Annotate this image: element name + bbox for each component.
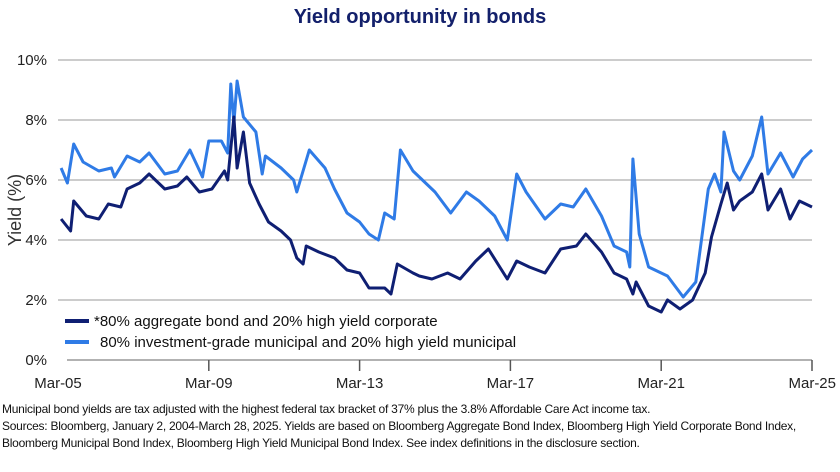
y-tick-label: 8%	[25, 112, 47, 129]
y-tick-label: 0%	[25, 352, 47, 369]
legend: *80% aggregate bond and 20% high yield c…	[65, 313, 516, 351]
footnote: Municipal bond yields are tax adjusted w…	[2, 401, 838, 452]
footnote-sources: Sources: Bloomberg, January 2, 2004-Marc…	[2, 419, 797, 450]
legend-label-aggregate: *80% aggregate bond and 20% high yield c…	[94, 313, 438, 330]
y-tick-label: 4%	[25, 232, 47, 249]
x-axis: Mar-05 Mar-09 Mar-13 Mar-17 Mar-21 Mar-25	[34, 360, 836, 392]
gridlines	[58, 59, 812, 361]
legend-label-municipal: 80% investment-grade municipal and 20% h…	[100, 334, 516, 351]
x-tick-label: Mar-25	[788, 375, 836, 392]
series-lines	[59, 79, 814, 314]
y-tick-label: 2%	[25, 292, 47, 309]
x-tick-label: Mar-21	[637, 375, 685, 392]
footnote-tax-note: Municipal bond yields are tax adjusted w…	[2, 402, 651, 416]
series-line-municipal	[59, 79, 814, 299]
chart-title: Yield opportunity in bonds	[293, 6, 547, 28]
x-tick-label: Mar-09	[185, 375, 233, 392]
series-line-aggregate-corporate	[59, 115, 813, 314]
x-tick-label: Mar-13	[336, 375, 384, 392]
y-tick-label: 10%	[17, 52, 47, 69]
line-chart: 0%2%4%6%8%10% Mar-05 Mar-09 Mar-13 Mar-17 Ma…	[5, 52, 836, 392]
x-tick-label: Mar-05	[34, 375, 82, 392]
y-tick-label: 6%	[25, 172, 47, 189]
y-tick-labels: 0% 2% 4% 6% 8% 10%	[17, 52, 47, 369]
y-axis-label: Yield (%)	[5, 174, 25, 246]
x-tick-label: Mar-17	[487, 375, 535, 392]
